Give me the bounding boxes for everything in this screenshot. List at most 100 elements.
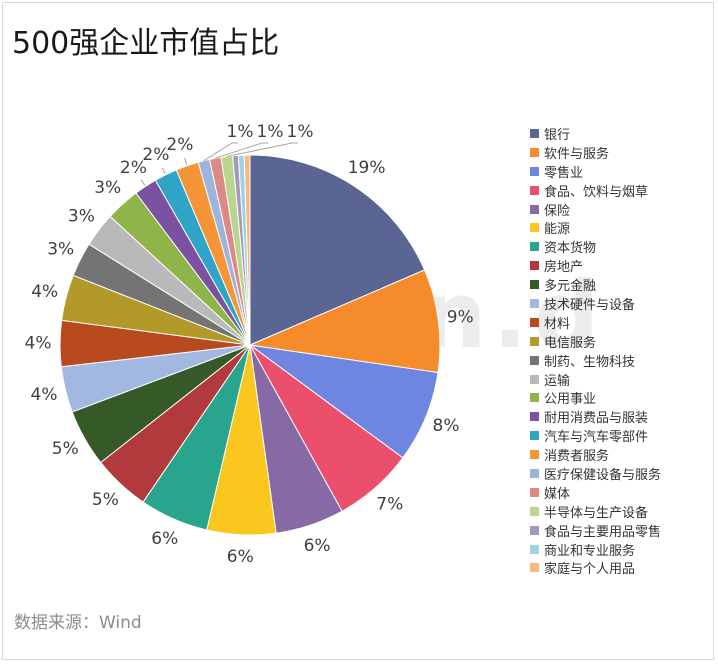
legend-item-10: 材料 xyxy=(530,313,661,332)
legend-label: 媒体 xyxy=(544,486,571,502)
legend: 银行软件与服务零售业食品、饮料与烟草 保险能源资本货物房地产多元金融技术硬件与设备… xyxy=(530,124,661,577)
legend-label: 半导体与生产设备 xyxy=(544,505,649,521)
legend-item-7: 房地产 xyxy=(530,256,661,275)
legend-item-11: 电信服务 xyxy=(530,332,661,351)
leader-line-17 xyxy=(184,157,188,165)
legend-swatch xyxy=(530,204,539,214)
legend-swatch xyxy=(530,450,539,460)
legend-item-17: 消费者服务 xyxy=(530,445,661,464)
pie-slice-1 xyxy=(248,269,441,374)
slice-label-1: 9% xyxy=(447,308,474,328)
legend-item-2: 零售业 xyxy=(530,162,661,181)
legend-item-19: 媒体 xyxy=(530,483,661,502)
legend-swatch xyxy=(530,544,539,554)
legend-item-5: 能源 xyxy=(530,218,661,237)
legend-label: 公用事业 xyxy=(544,392,597,408)
legend-swatch xyxy=(530,355,539,365)
slice-label-12: 3% xyxy=(47,240,74,260)
legend-swatch xyxy=(530,166,539,176)
legend-swatch xyxy=(530,185,539,195)
legend-swatch xyxy=(530,374,539,384)
legend-item-4: 保险 xyxy=(530,200,661,219)
leader-lines xyxy=(140,142,298,186)
legend-item-1: 软件与服务 xyxy=(530,143,661,162)
slice-label-17: 2% xyxy=(166,135,193,155)
leader-line-16 xyxy=(161,167,166,175)
legend-item-12: 制药、生物科技 xyxy=(530,351,661,370)
legend-label: 房地产 xyxy=(544,260,584,276)
legend-swatch xyxy=(530,525,539,535)
slice-label-9: 4% xyxy=(31,385,58,405)
slice-label-19: 1% xyxy=(257,122,284,142)
legend-item-23: 家庭与个人用品 xyxy=(530,558,661,577)
legend-swatch xyxy=(530,468,539,478)
legend-label: 食品与主要用品零售 xyxy=(544,524,662,540)
slice-label-5: 6% xyxy=(227,547,254,567)
pie-slice-23 xyxy=(243,154,251,346)
leader-line-18 xyxy=(203,142,238,162)
legend-swatch xyxy=(530,261,539,271)
legend-swatch xyxy=(530,412,539,422)
legend-label: 消费者服务 xyxy=(544,449,610,465)
legend-swatch xyxy=(530,147,539,157)
pie-slice-2 xyxy=(249,344,439,459)
legend-item-0: 银行 xyxy=(530,124,661,143)
legend-swatch xyxy=(530,242,539,252)
legend-item-3: 食品、饮料与烟草 xyxy=(530,181,661,200)
leader-line-15 xyxy=(140,179,146,186)
legend-label: 零售业 xyxy=(544,165,584,181)
source-note: 数据来源：Wind xyxy=(14,613,142,633)
slice-label-0: 19% xyxy=(348,158,386,178)
legend-label: 家庭与个人用品 xyxy=(544,562,636,578)
legend-item-14: 公用事业 xyxy=(530,388,661,407)
legend-label: 软件与服务 xyxy=(544,146,610,162)
legend-item-9: 技术硬件与设备 xyxy=(530,294,661,313)
legend-label: 多元金融 xyxy=(544,279,597,295)
slice-label-13: 3% xyxy=(68,207,95,227)
slice-label-11: 4% xyxy=(31,282,58,302)
legend-swatch xyxy=(530,563,539,573)
legend-label: 技术硬件与设备 xyxy=(544,297,636,313)
leader-line-19 xyxy=(215,142,268,159)
legend-swatch xyxy=(530,393,539,403)
slice-label-14: 3% xyxy=(94,178,121,198)
legend-label: 电信服务 xyxy=(544,335,597,351)
pie-slice-0 xyxy=(249,154,426,346)
legend-swatch xyxy=(530,280,539,290)
legend-label: 资本货物 xyxy=(544,241,597,257)
slice-label-10: 4% xyxy=(25,333,52,353)
legend-item-13: 运输 xyxy=(530,370,661,389)
slice-label-15: 2% xyxy=(120,158,147,178)
pie-slices xyxy=(59,154,441,536)
legend-label: 汽车与汽车零部件 xyxy=(544,430,649,446)
legend-item-18: 医疗保健设备与服务 xyxy=(530,464,661,483)
legend-label: 运输 xyxy=(544,373,571,389)
slice-label-7: 5% xyxy=(92,490,119,510)
leader-line-20 xyxy=(226,142,298,157)
legend-swatch xyxy=(530,298,539,308)
legend-swatch xyxy=(530,336,539,346)
legend-label: 保险 xyxy=(544,203,571,219)
legend-label: 食品、饮料与烟草 xyxy=(544,184,649,200)
slice-label-20: 1% xyxy=(287,122,314,142)
legend-swatch xyxy=(530,128,539,138)
legend-swatch xyxy=(530,487,539,497)
slice-label-18: 1% xyxy=(227,122,254,142)
legend-item-6: 资本货物 xyxy=(530,237,661,256)
slice-label-4: 6% xyxy=(304,536,331,556)
legend-item-8: 多元金融 xyxy=(530,275,661,294)
chart-title: 500强企业市值占比 xyxy=(12,26,280,61)
slice-label-8: 5% xyxy=(52,439,79,459)
legend-label: 耐用消费品与服装 xyxy=(544,411,649,427)
legend-swatch xyxy=(530,506,539,516)
legend-item-22: 商业和专业服务 xyxy=(530,540,661,559)
legend-label: 银行 xyxy=(544,127,571,143)
legend-swatch xyxy=(530,317,539,327)
legend-item-15: 耐用消费品与服装 xyxy=(530,407,661,426)
legend-item-21: 食品与主要用品零售 xyxy=(530,521,661,540)
legend-label: 材料 xyxy=(544,316,571,332)
legend-swatch xyxy=(530,431,539,441)
legend-label: 能源 xyxy=(544,222,571,238)
legend-label: 医疗保健设备与服务 xyxy=(544,467,662,483)
